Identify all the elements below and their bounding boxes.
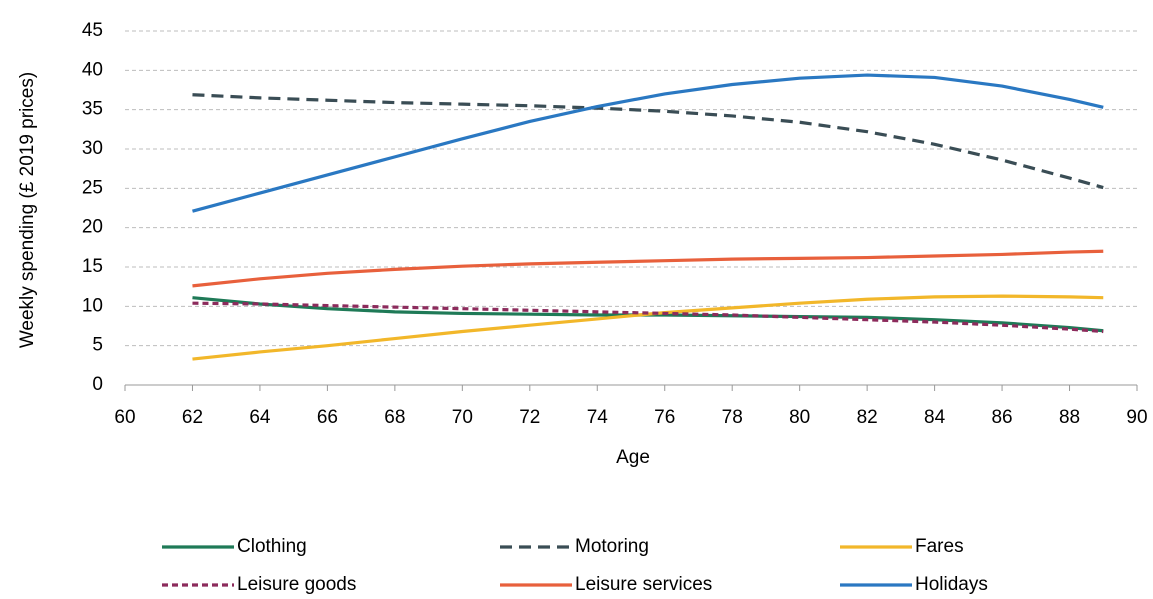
x-tick-label: 90 [1126,407,1147,428]
y-axis-label: Weekly spending (£ 2019 prices) [17,72,38,348]
x-tick-label: 62 [182,407,203,428]
legend-label: Leisure services [575,574,712,595]
series-line [192,249,1104,288]
x-tick-label: 68 [384,407,405,428]
x-tick-label: 88 [1059,407,1080,428]
y-tick-label: 5 [92,335,103,356]
y-tick-label: 0 [92,374,103,395]
y-tick-label: 35 [82,99,103,120]
x-tick-label: 76 [654,407,675,428]
x-tick-label: 64 [249,407,271,428]
y-tick-label: 45 [82,20,103,41]
x-axis-label: Age [616,447,650,468]
x-tick-label: 82 [857,407,878,428]
legend-label: Motoring [575,536,649,557]
y-tick-label: 25 [82,177,103,198]
x-tick-label: 86 [991,407,1012,428]
y-tick-label: 30 [82,138,103,159]
y-tick-label: 40 [82,59,103,80]
legend-label: Leisure goods [237,574,356,595]
x-tick-label: 72 [519,407,540,428]
series-line [192,301,1104,334]
legend-label: Clothing [237,536,307,557]
legend-label: Fares [915,536,964,557]
x-tick-label: 84 [924,407,946,428]
y-tick-label: 10 [82,295,103,316]
x-tick-label: 78 [722,407,743,428]
x-tick-label: 70 [452,407,473,428]
y-tick-label: 20 [82,217,103,238]
y-tick-label: 15 [82,256,103,277]
x-tick-label: 60 [114,407,135,428]
legend-label: Holidays [915,574,988,595]
x-tick-label: 66 [317,407,338,428]
series-line [192,294,1104,361]
x-tick-label: 74 [587,407,609,428]
series-line [192,73,1104,213]
series-line [192,93,1104,190]
x-tick-label: 80 [789,407,810,428]
